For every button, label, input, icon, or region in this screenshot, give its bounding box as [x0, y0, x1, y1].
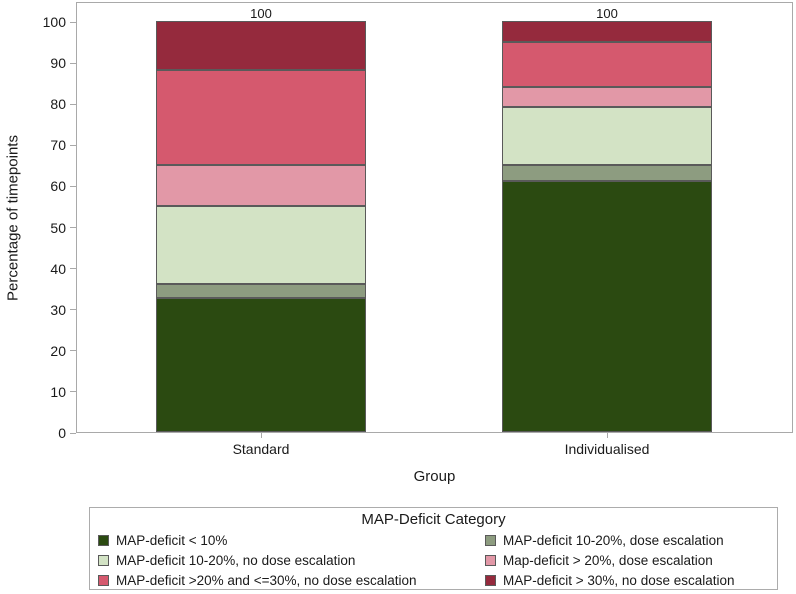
y-tick-label: 100: [42, 14, 66, 30]
legend-swatch: [485, 574, 496, 586]
bar-total-label: 100: [596, 6, 618, 21]
y-tick-mark: [70, 227, 76, 228]
bar-segment: [502, 41, 712, 87]
plot-area: 100 100: [76, 2, 793, 433]
bar-segment: [502, 164, 712, 182]
x-category-label: Individualised: [564, 441, 650, 457]
bar-standard: [156, 21, 366, 432]
y-tick-mark: [70, 391, 76, 393]
legend-item: MAP-deficit < 10%: [98, 530, 485, 550]
y-tick-label: 90: [50, 55, 66, 72]
y-tick-label: 60: [50, 178, 66, 195]
y-tick-label: 40: [50, 260, 66, 277]
bar-segment: [502, 181, 712, 432]
legend-item: Map-deficit > 20%, dose escalation: [485, 550, 777, 570]
x-axis-title: Group: [413, 468, 456, 485]
y-tick-mark: [70, 432, 76, 434]
legend-swatch: [98, 574, 109, 586]
legend-swatch: [98, 534, 109, 546]
x-category-label: Standard: [232, 441, 290, 457]
legend-item: MAP-deficit 10-20%, dose escalation: [485, 530, 777, 550]
legend-item-label: MAP-deficit >20% and <=30%, no dose esca…: [116, 572, 417, 588]
y-tick-label: 80: [50, 96, 66, 113]
y-tick-mark: [70, 62, 76, 64]
y-tick-label: 20: [50, 342, 66, 359]
bar-individualised: [502, 21, 712, 432]
legend-item: MAP-deficit 10-20%, no dose escalation: [98, 550, 485, 570]
x-tick-mark: [607, 433, 608, 438]
y-tick-label: 30: [50, 301, 66, 318]
legend-item: MAP-deficit > 30%, no dose escalation: [485, 570, 777, 590]
legend-title: MAP-Deficit Category: [361, 511, 506, 528]
y-tick-mark: [70, 103, 76, 105]
legend: MAP-Deficit Category MAP-deficit < 10% MA…: [89, 507, 778, 590]
bar-segment: [156, 21, 366, 71]
y-tick-mark: [70, 144, 76, 146]
bar-segment: [502, 21, 712, 42]
y-tick-mark: [70, 185, 76, 187]
y-axis-title: Percentage of timepoints: [4, 135, 22, 301]
legend-swatch: [98, 554, 109, 566]
bar-segment: [156, 284, 366, 299]
y-tick-label: 70: [50, 137, 66, 154]
legend-swatch: [485, 534, 496, 546]
y-tick-label: 50: [50, 219, 66, 236]
y-tick-mark: [70, 309, 76, 311]
legend-item-label: Map-deficit > 20%, dose escalation: [503, 552, 713, 568]
legend-item: MAP-deficit >20% and <=30%, no dose esca…: [98, 570, 485, 590]
y-tick-label: 10: [50, 383, 66, 400]
y-tick-mark: [70, 350, 76, 352]
legend-grid: MAP-deficit < 10% MAP-deficit 10-20%, dos…: [90, 530, 777, 590]
bar-segment: [502, 86, 712, 108]
bar-segment: [156, 298, 366, 432]
legend-item-label: MAP-deficit > 30%, no dose escalation: [503, 572, 735, 588]
bar-segment: [156, 70, 366, 165]
legend-item-label: MAP-deficit 10-20%, dose escalation: [503, 532, 724, 548]
bar-segment: [502, 107, 712, 165]
x-tick-mark: [261, 433, 262, 438]
y-tick-label: 0: [58, 425, 66, 441]
y-tick-mark: [70, 21, 76, 23]
y-tick-mark: [70, 268, 76, 270]
bar-segment: [156, 164, 366, 206]
legend-swatch: [485, 554, 496, 566]
legend-item-label: MAP-deficit 10-20%, no dose escalation: [116, 552, 356, 568]
bar-segment: [156, 205, 366, 284]
bar-total-label: 100: [250, 6, 272, 21]
legend-item-label: MAP-deficit < 10%: [116, 532, 228, 548]
